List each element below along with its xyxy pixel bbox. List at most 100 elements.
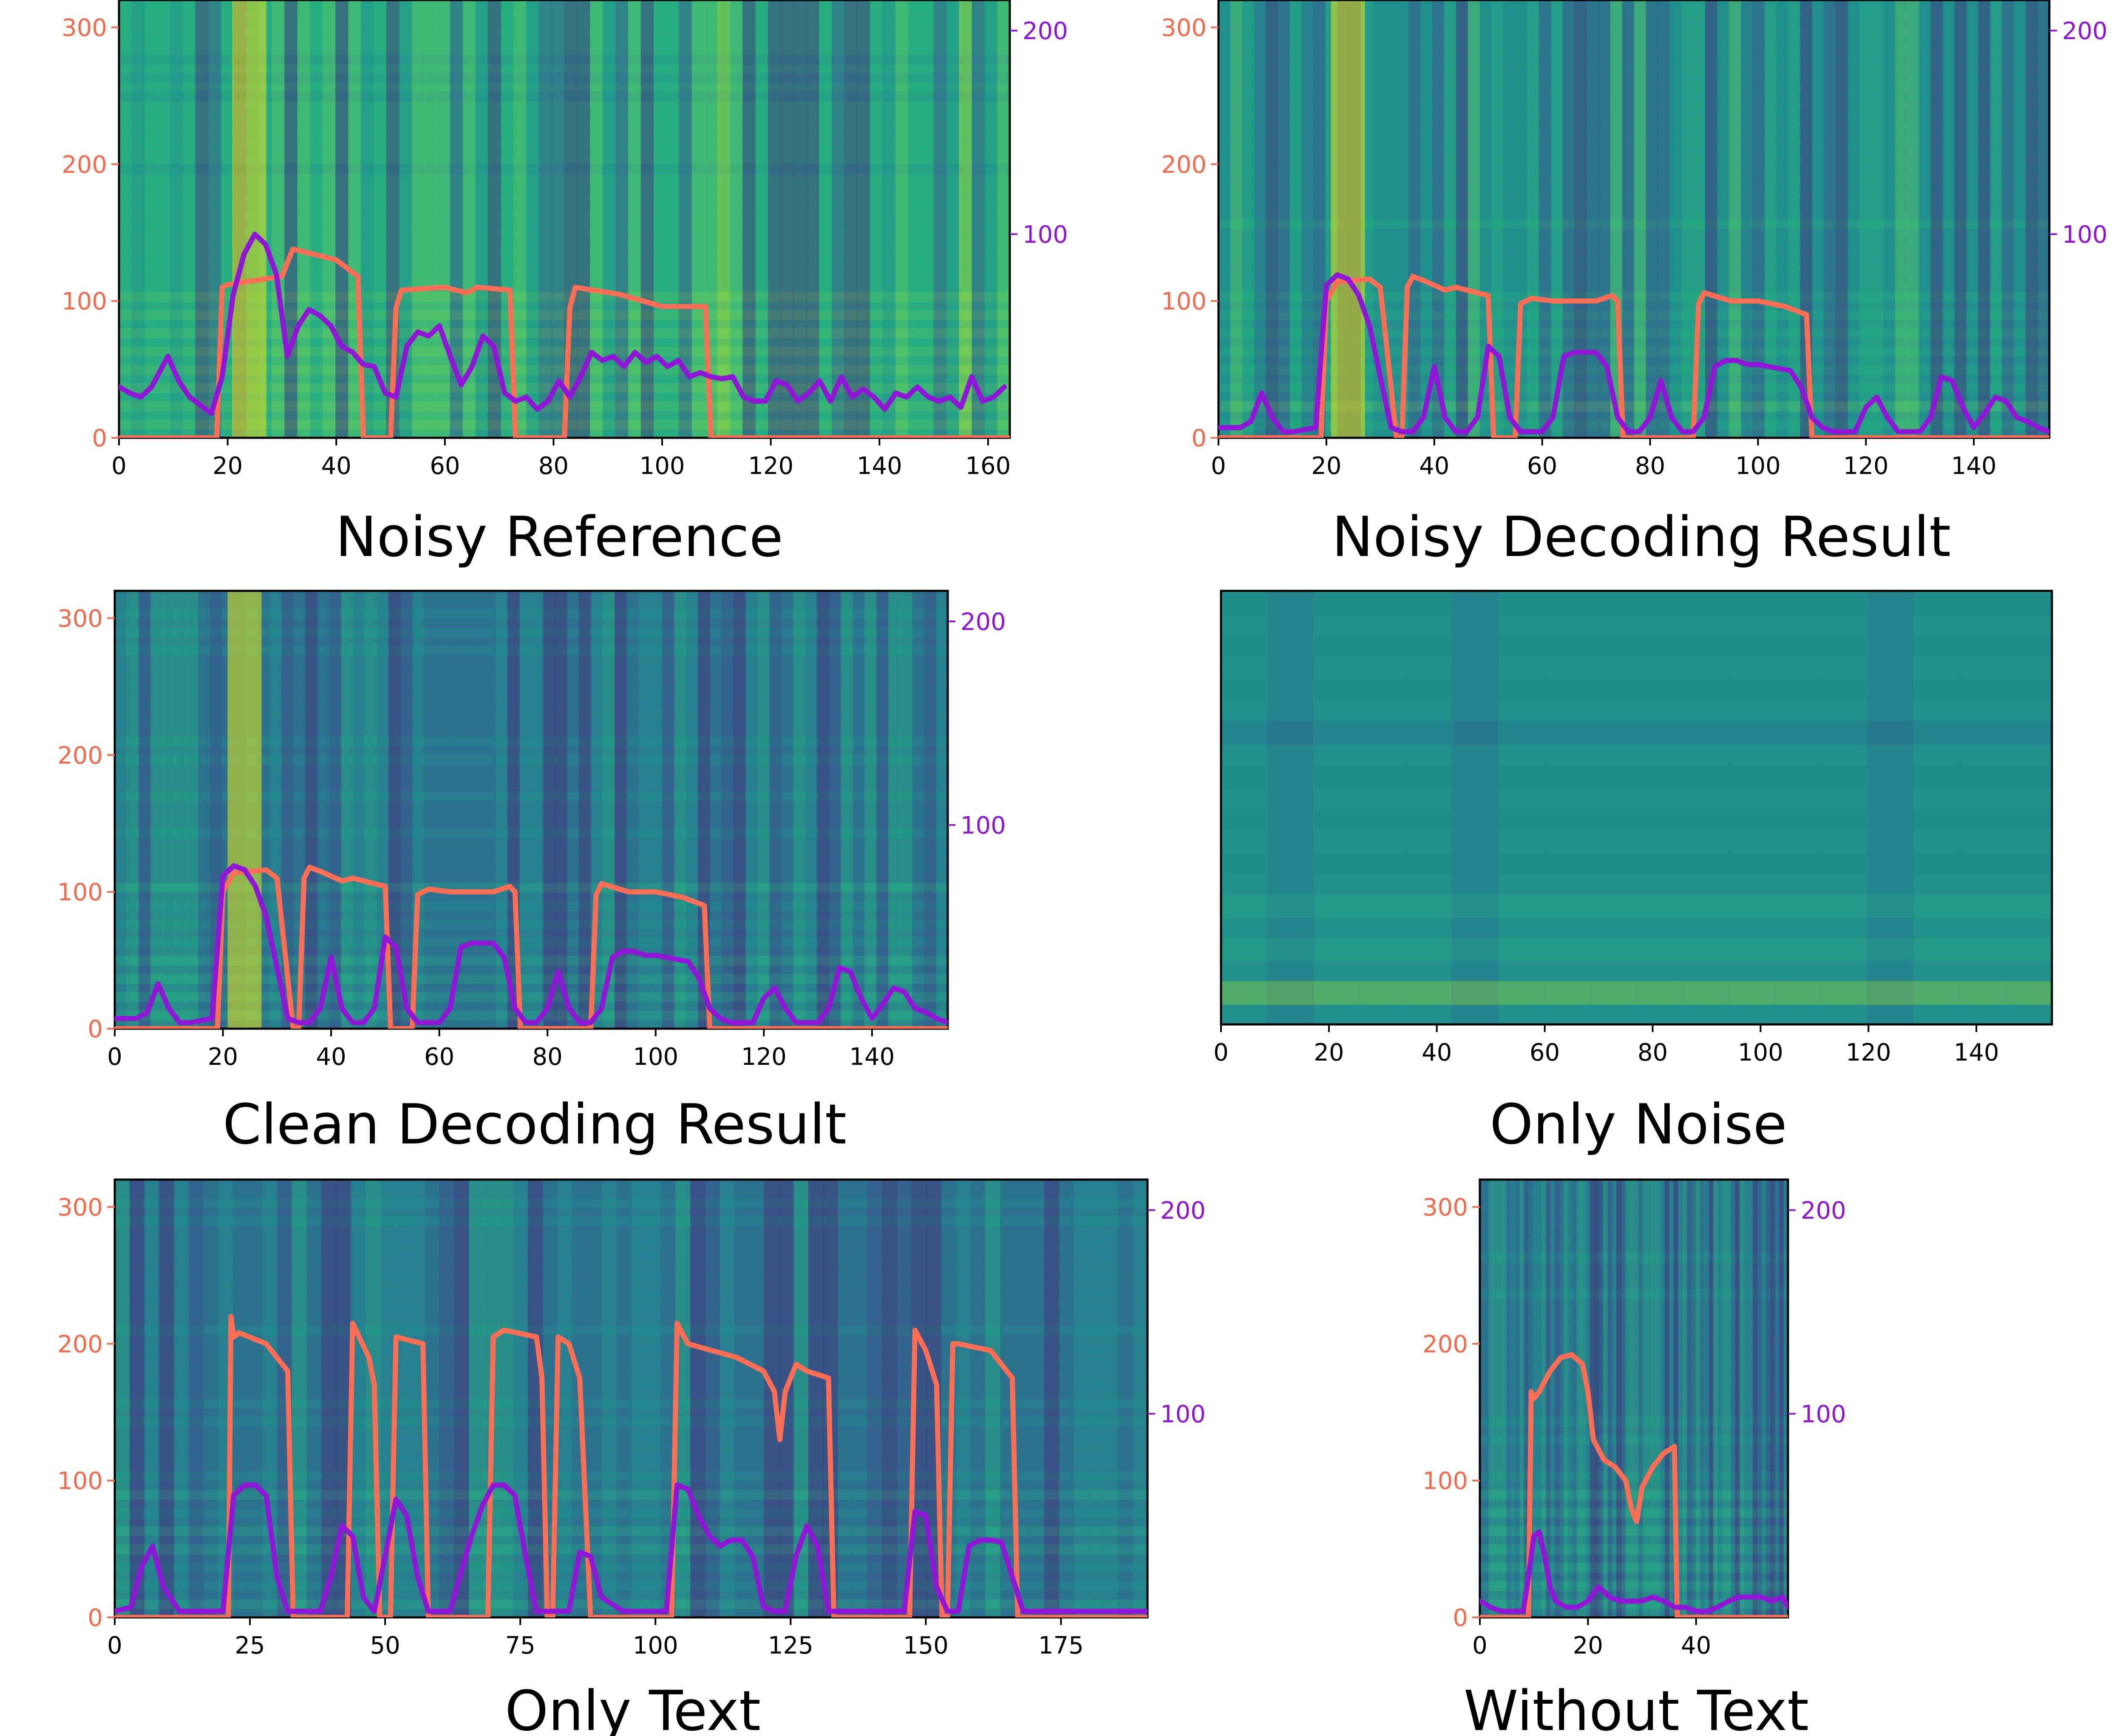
x-tick-label: 160 [965,452,1011,480]
pitch-series-line [115,1313,1148,1617]
y-left-tick-label: 100 [62,288,107,315]
x-tick-label: 140 [849,1043,895,1071]
panel-noisy-reference: Noisy Reference 0 20 40 60 80 100 120 140 160 0 10… [62,0,1068,569]
y-left-tick-label: 300 [57,1194,103,1221]
panel-clean-decoding-result: Clean Decoding Result 0 20 40 60 80 100 120 140… [57,590,1006,1157]
plot-frame [1220,590,2053,1026]
spectrogram-heatmap [115,1180,1148,1617]
x-tick-label: 120 [1846,1039,1891,1067]
spectrogram-heatmap [1218,0,2049,438]
y-left-tick-label: 100 [1161,288,1207,315]
y-left-tick-label: 300 [57,605,103,633]
y-right-tick-label: 200 [1160,1197,1206,1225]
x-tick-label: 120 [741,1043,787,1071]
y-left-tick-label: 0 [88,1604,103,1632]
energy-series-line [115,1482,1148,1614]
x-tick-label: 100 [633,1043,678,1071]
x-tick-label: 125 [768,1632,813,1659]
y-left-tick-label: 200 [1161,151,1207,179]
x-tick-label: 0 [1213,1039,1229,1067]
x-tick-label: 0 [1472,1632,1488,1659]
pitch-series-line [115,865,948,1029]
energy-series-line [1480,1529,1788,1614]
x-tick-label: 80 [538,452,569,480]
y-right-tick-label: 100 [1160,1401,1206,1428]
x-tick-label: 25 [235,1632,265,1659]
y-left-tick-label: 200 [57,1330,103,1358]
y-right-tick-label: 100 [2062,221,2108,249]
x-tick-label: 0 [111,452,127,480]
x-tick-label: 40 [1681,1632,1711,1659]
x-tick-label: 20 [208,1043,238,1071]
y-right-tick-label: 200 [1023,17,1068,45]
panel-title: Only Text [505,1679,761,1736]
x-tick-label: 20 [212,452,243,480]
x-tick-label: 40 [321,452,351,480]
panel-title: Only Noise [1490,1092,1787,1157]
pitch-series-line [1480,1352,1788,1617]
panel-only-noise: Only Noise 0 20 40 60 80 100 120 140 [1213,590,2053,1157]
panel-only-text: Only Text 0 25 50 75 100 125 150 175 0 100 200 300 1… [57,1178,1206,1736]
x-tick-label: 40 [1422,1039,1452,1067]
spectrogram-heatmap [115,591,948,1029]
x-tick-label: 60 [430,452,460,480]
x-tick-label: 60 [1530,1039,1560,1067]
x-tick-label: 40 [1419,452,1449,480]
y-right-tick-label: 100 [1023,221,1068,249]
x-tick-label: 50 [370,1632,400,1659]
x-tick-label: 40 [316,1043,346,1071]
y-left-tick-label: 200 [57,742,103,769]
y-left-tick-label: 0 [92,425,107,452]
y-left-tick-label: 100 [57,1467,103,1495]
energy-series-line [119,231,1007,416]
x-tick-label: 60 [1527,452,1557,480]
panel-title: Clean Decoding Result [223,1092,847,1157]
x-tick-label: 20 [1573,1632,1603,1659]
x-tick-label: 100 [633,1632,678,1659]
y-right-tick-label: 200 [2062,17,2108,45]
energy-series-line [1218,272,2049,434]
panel-title: Without Text [1464,1679,1809,1736]
x-tick-label: 0 [107,1632,122,1659]
pitch-series-line [119,246,1010,438]
energy-series-line [115,863,948,1025]
pitch-series-line [1218,274,2049,438]
x-tick-label: 175 [1038,1632,1084,1659]
y-left-tick-label: 200 [62,151,107,179]
y-left-tick-label: 0 [1191,425,1207,452]
x-tick-label: 100 [1738,1039,1783,1067]
x-tick-label: 120 [1843,452,1889,480]
panel-noisy-decoding-result: Noisy Decoding Result 0 20 40 60 80 100 120 140… [1161,0,2108,569]
x-tick-label: 140 [857,452,902,480]
y-left-tick-label: 0 [1453,1604,1468,1632]
panel-title: Noisy Reference [335,505,783,569]
spectrogram-heatmap [1221,591,2052,1024]
panel-without-text: Without Text 0 20 40 0 100 200 300 100 200 [1422,1178,1846,1736]
y-right-tick-label: 100 [960,812,1006,840]
x-tick-label: 0 [1211,452,1226,480]
y-left-tick-label: 200 [1422,1330,1468,1358]
x-tick-label: 60 [424,1043,454,1071]
x-tick-label: 140 [1951,452,1997,480]
x-tick-label: 80 [1638,1039,1668,1067]
x-tick-label: 100 [640,452,685,480]
y-right-tick-label: 200 [1801,1197,1846,1225]
x-tick-label: 120 [748,452,793,480]
x-tick-label: 100 [1735,452,1781,480]
spectrogram-heatmap [1480,1180,1788,1617]
panel-title: Noisy Decoding Result [1332,505,1951,569]
x-tick-label: 140 [1954,1039,1999,1067]
y-left-tick-label: 100 [57,879,103,906]
x-tick-label: 150 [903,1632,949,1659]
spectrogram-heatmap [119,0,1010,438]
plot-frame [1479,1178,1789,1619]
x-tick-label: 20 [1314,1039,1344,1067]
y-left-tick-label: 300 [1161,14,1207,42]
x-tick-label: 80 [533,1043,563,1071]
y-left-tick-label: 100 [1422,1467,1468,1495]
y-left-tick-label: 0 [88,1016,103,1043]
x-tick-label: 80 [1635,452,1665,480]
x-tick-label: 0 [107,1043,122,1071]
x-tick-label: 75 [505,1632,536,1659]
